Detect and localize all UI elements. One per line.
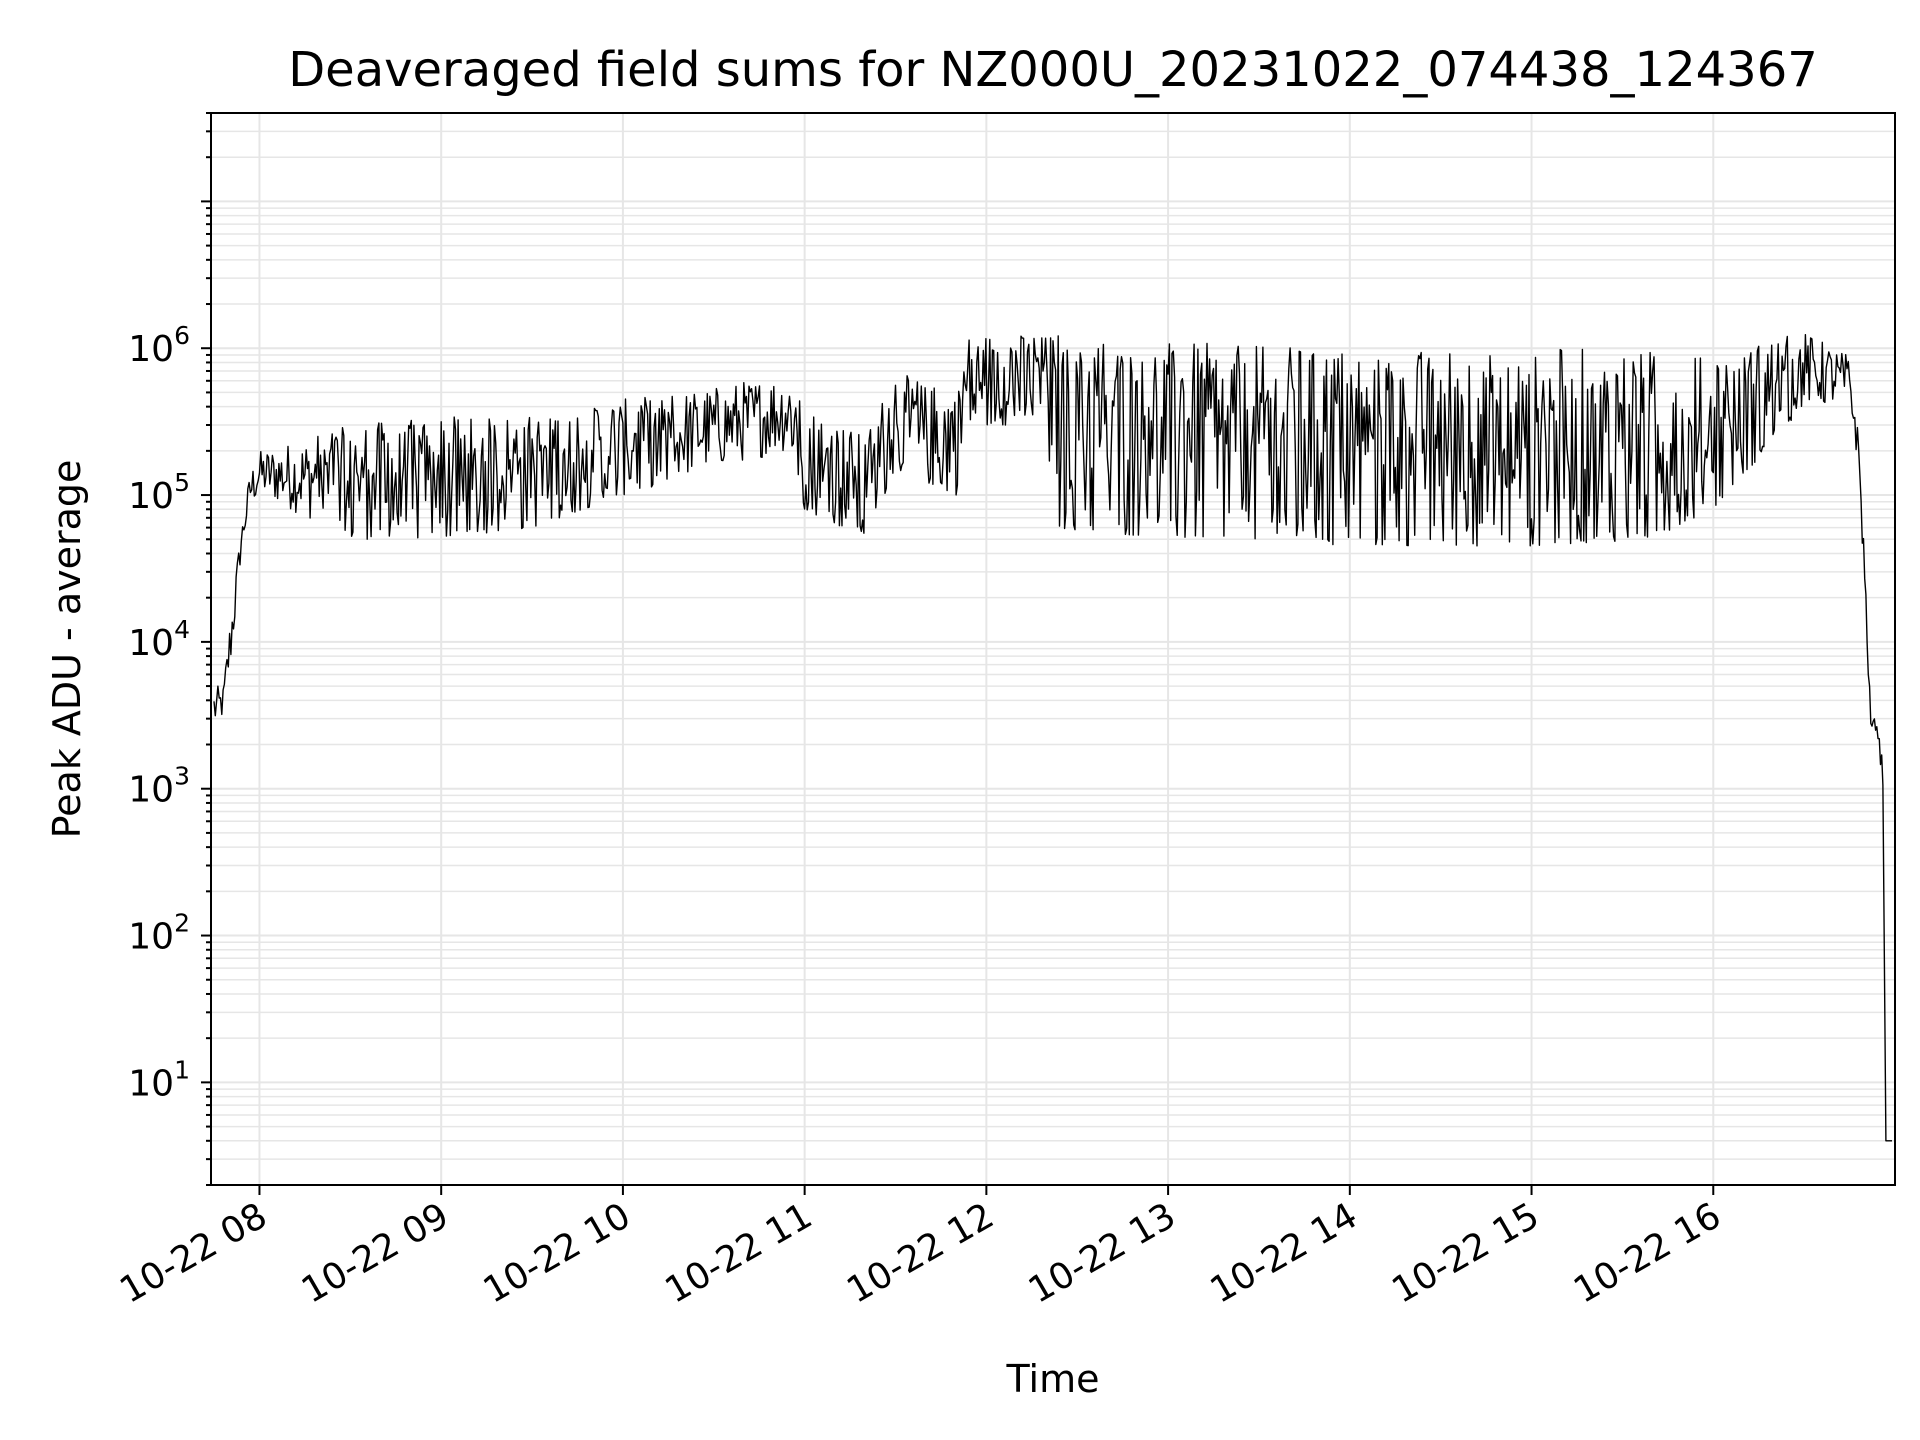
grid	[211, 112, 1895, 1186]
y-tick-label: 103	[128, 762, 190, 811]
chart-title: Deaveraged field sums for NZ000U_2023102…	[288, 42, 1818, 98]
y-axis: 101 102 103 104 105 106	[128, 112, 211, 1186]
y-tick-label: 104	[128, 615, 190, 664]
y-tick-label: 101	[128, 1055, 190, 1104]
x-axis-label: Time	[1006, 1357, 1100, 1401]
y-tick-label: 102	[128, 909, 190, 958]
y-tick-label: 105	[128, 468, 190, 517]
y-tick-label: 106	[128, 321, 190, 370]
y-axis-label: Peak ADU - average	[45, 460, 89, 839]
series-layer	[213, 334, 1892, 1142]
series-line-0	[213, 334, 1892, 1142]
